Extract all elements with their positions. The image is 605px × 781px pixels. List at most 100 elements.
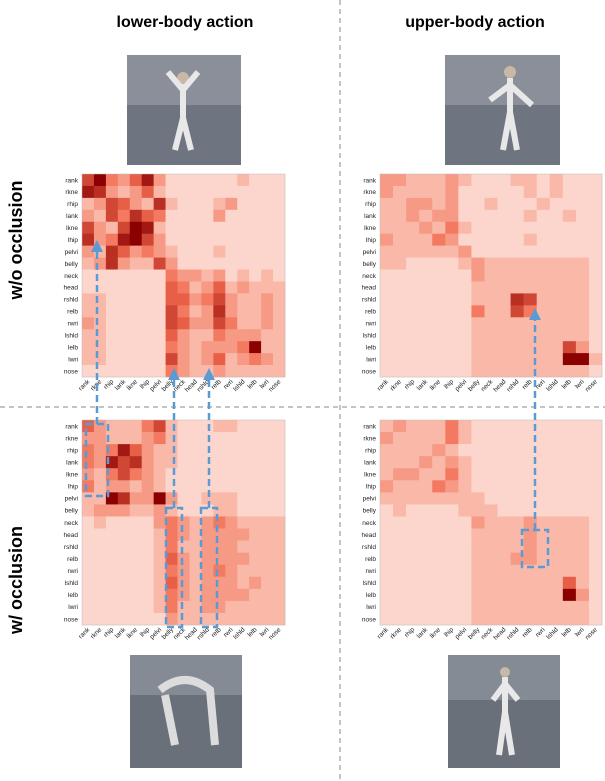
heatmap-cell <box>563 565 576 577</box>
heatmap-cell <box>576 305 589 317</box>
heatmap-cell <box>82 456 94 468</box>
heatmap-cell <box>445 456 458 468</box>
heatmap-cell <box>130 210 142 222</box>
heatmap-cell <box>166 601 178 613</box>
heatmap-cell <box>563 305 576 317</box>
heatmap-cell <box>589 198 602 210</box>
heatmap-cell <box>237 329 249 341</box>
heatmap-cell <box>82 492 94 504</box>
heatmap-cell <box>380 258 393 270</box>
heatmap-cell <box>273 432 285 444</box>
heatmap-cell <box>154 305 166 317</box>
y-tick-label: rshld <box>64 544 78 551</box>
x-tick-label: lelb <box>246 378 258 390</box>
heatmap-cell <box>118 281 130 293</box>
heatmap-cell <box>178 468 190 480</box>
heatmap-cell <box>142 365 154 377</box>
heatmap-cell <box>249 456 261 468</box>
heatmap-cell <box>419 270 432 282</box>
heatmap-cell <box>563 456 576 468</box>
heatmap-cell <box>445 353 458 365</box>
heatmap-cell <box>589 577 602 589</box>
heatmap-cell <box>130 553 142 565</box>
heatmap-cell <box>445 293 458 305</box>
heatmap-cell <box>471 198 484 210</box>
heatmap-cell <box>106 222 118 234</box>
heatmap-cell <box>445 317 458 329</box>
heatmap-cell <box>142 589 154 601</box>
heatmap-cell <box>576 613 589 625</box>
heatmap-cell <box>432 529 445 541</box>
heatmap-cell <box>511 589 524 601</box>
heatmap-cell <box>106 305 118 317</box>
heatmap-cell <box>178 529 190 541</box>
heatmap-cell <box>213 565 225 577</box>
heatmap-cell <box>576 353 589 365</box>
heatmap-cell <box>249 341 261 353</box>
heatmap-cell <box>249 541 261 553</box>
heatmap-cell <box>237 468 249 480</box>
heatmap-cell <box>563 222 576 234</box>
heatmap-cell <box>94 601 106 613</box>
heatmap-cell <box>445 529 458 541</box>
heatmap-cell <box>249 468 261 480</box>
heatmap-cell <box>249 601 261 613</box>
heatmap-cell <box>458 492 471 504</box>
heatmap-cell <box>130 589 142 601</box>
heatmap-cell <box>576 589 589 601</box>
heatmap-cell <box>273 281 285 293</box>
heatmap-cell <box>225 468 237 480</box>
heatmap-cell <box>458 246 471 258</box>
heatmap-cell <box>166 504 178 516</box>
heatmap-cell <box>261 270 273 282</box>
y-tick-label: rshld <box>64 297 78 304</box>
heatmap-cell <box>213 258 225 270</box>
heatmap-cell <box>576 420 589 432</box>
heatmap-cell <box>201 353 213 365</box>
heatmap-cell <box>511 198 524 210</box>
heatmap-cell <box>550 492 563 504</box>
heatmap-cell <box>201 553 213 565</box>
y-tick-label: nose <box>64 368 78 375</box>
heatmap-cell <box>432 577 445 589</box>
heatmap-cell <box>154 492 166 504</box>
x-tick-label: rank <box>376 378 390 392</box>
heatmap-cell <box>178 246 190 258</box>
heatmap-cell <box>458 174 471 186</box>
heatmap-cell <box>380 589 393 601</box>
heatmap-cell <box>419 468 432 480</box>
y-tick-label: lelb <box>366 344 377 351</box>
heatmap-cell <box>498 541 511 553</box>
heatmap-cell <box>225 353 237 365</box>
heatmap-cell <box>201 305 213 317</box>
heatmap-cell <box>471 222 484 234</box>
heatmap-cell <box>94 504 106 516</box>
heatmap-cell <box>393 305 406 317</box>
heatmap-cell <box>273 577 285 589</box>
heatmap-cell <box>419 432 432 444</box>
heatmap-cell <box>419 246 432 258</box>
heatmap-cell <box>432 613 445 625</box>
heatmap-cell <box>178 234 190 246</box>
heatmap-cell <box>511 281 524 293</box>
heatmap-cell <box>406 468 419 480</box>
heatmap-cell <box>589 258 602 270</box>
heatmap-cell <box>406 341 419 353</box>
heatmap-cell <box>178 504 190 516</box>
heatmap-cell <box>498 174 511 186</box>
heatmap-cell <box>94 432 106 444</box>
heatmap-cell <box>563 504 576 516</box>
x-tick-label: lelb <box>246 626 258 638</box>
heatmap-cell <box>106 317 118 329</box>
heatmap-cell <box>237 293 249 305</box>
heatmap-cell <box>130 246 142 258</box>
heatmap-cell <box>142 281 154 293</box>
heatmap-cell <box>563 317 576 329</box>
heatmap-cell <box>589 246 602 258</box>
heatmap-cell <box>550 353 563 365</box>
heatmap-cell <box>406 281 419 293</box>
heatmap-cell <box>154 516 166 528</box>
y-tick-label: lank <box>66 213 79 220</box>
heatmap-cell <box>576 468 589 480</box>
heatmap-cell <box>273 270 285 282</box>
